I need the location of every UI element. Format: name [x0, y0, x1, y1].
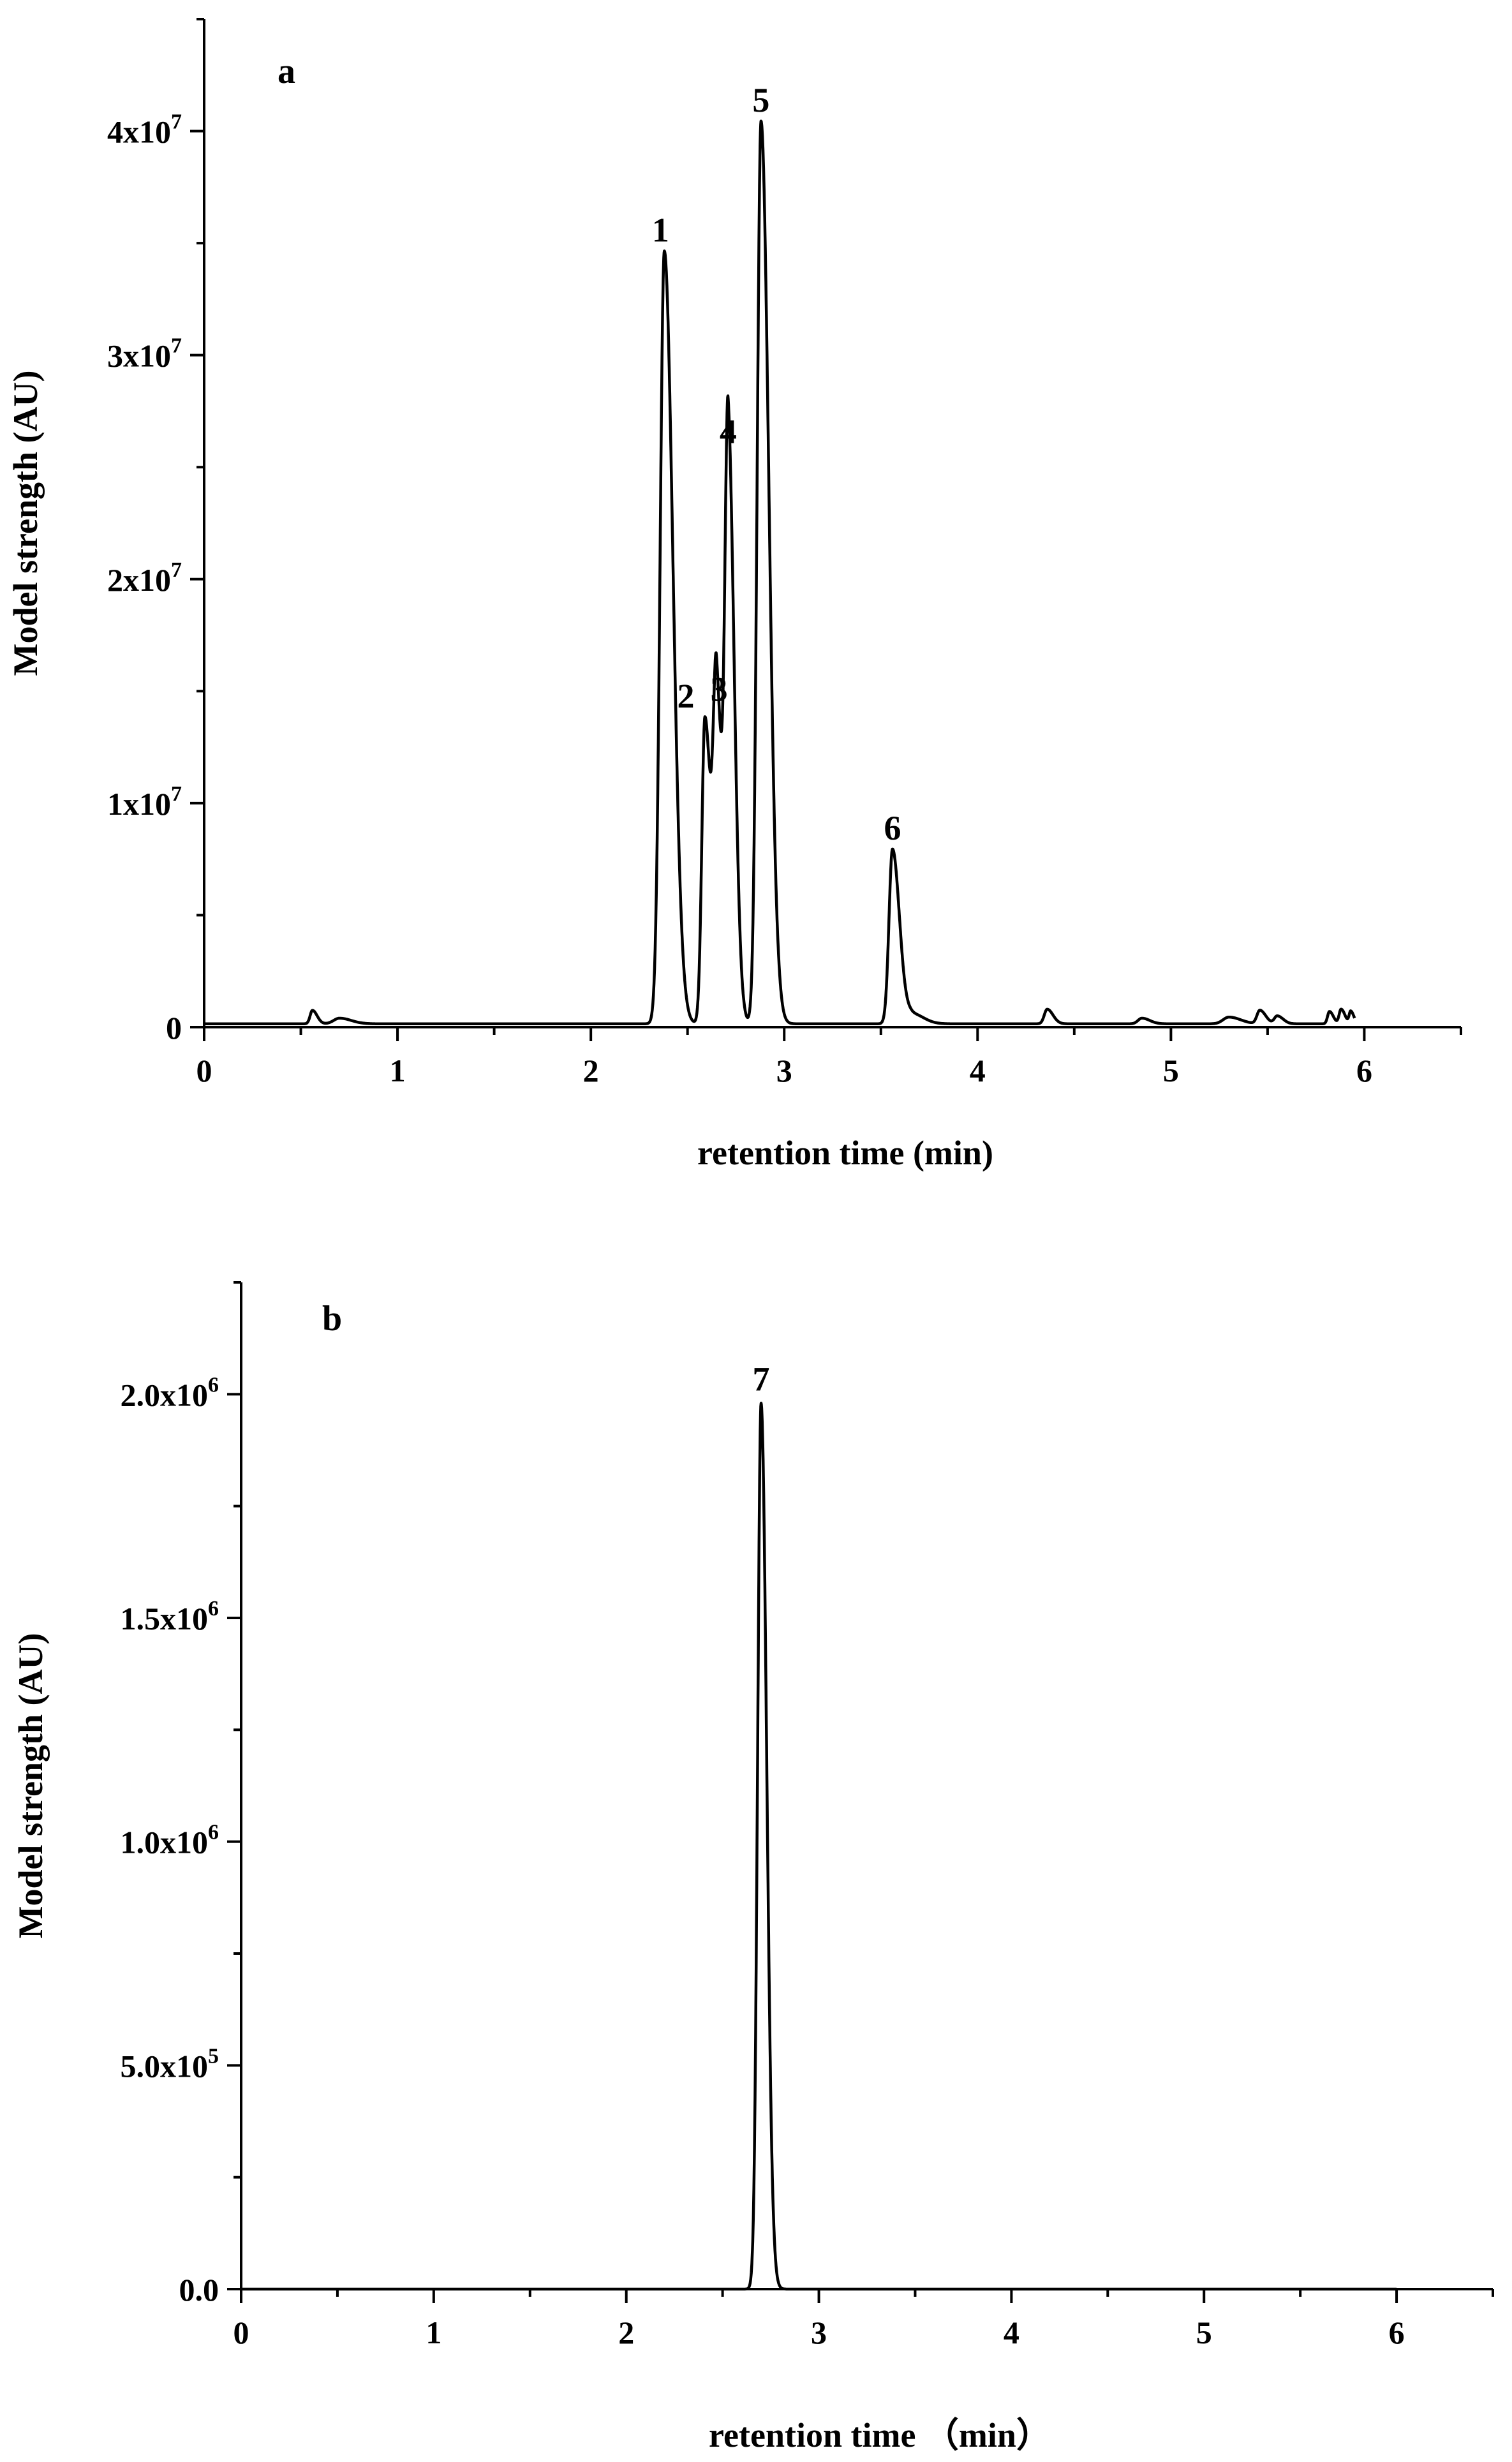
x-tick-label: 6: [1389, 2315, 1405, 2350]
x-axis-title: retention time （min）: [709, 2416, 1051, 2454]
x-tick-label: 1: [390, 1053, 406, 1088]
peak-label: 1: [652, 211, 669, 249]
y-axis-title: Model strength (AU): [6, 371, 45, 676]
chromatogram-trace: [240, 1402, 1398, 2291]
y-tick-label: 1x107: [107, 782, 182, 822]
peak-label: 6: [884, 809, 901, 847]
peak-label: 3: [711, 670, 728, 708]
y-axis-title: Model strength (AU): [11, 1633, 50, 1939]
x-axis-title: retention time (min): [697, 1134, 993, 1172]
y-tick-label: 2x107: [107, 558, 182, 598]
panel-letter: b: [322, 1299, 342, 1339]
y-tick-label: 2.0x106: [121, 1373, 219, 1413]
y-tick-label: 3x107: [107, 334, 182, 374]
x-tick-label: 1: [426, 2315, 441, 2350]
y-tick-label: 5.0x105: [121, 2044, 219, 2084]
peak-label: 2: [677, 677, 694, 715]
peak-label: 7: [752, 1360, 769, 1398]
x-tick-label: 3: [776, 1053, 792, 1088]
y-tick-label: 1.5x106: [121, 1597, 219, 1636]
peak-label: 4: [720, 413, 737, 451]
x-tick-label: 6: [1356, 1053, 1372, 1088]
peak-label: 5: [752, 81, 769, 119]
chromatogram-trace: [203, 119, 1356, 1025]
x-tick-label: 5: [1196, 2315, 1212, 2350]
x-tick-label: 4: [1004, 2315, 1019, 2350]
x-tick-label: 0: [233, 2315, 249, 2350]
y-tick-label: 4x107: [107, 110, 182, 150]
x-tick-label: 2: [618, 2315, 634, 2350]
chart-panel-b: 0 1 2 3 4 5 6 0.0 5.0x105 1.0x106 1.5x106 2.0x106 re…: [11, 1281, 1494, 2454]
panel-letter: a: [278, 52, 295, 91]
x-tick-label: 2: [583, 1053, 599, 1088]
x-tick-label: 5: [1163, 1053, 1179, 1088]
y-tick-label: 0: [166, 1010, 182, 1046]
y-tick-label: 0.0: [179, 2272, 219, 2308]
x-tick-label: 3: [811, 2315, 827, 2350]
y-tick-label: 1.0x106: [121, 1821, 219, 1860]
x-tick-label: 0: [196, 1053, 212, 1088]
x-tick-label: 4: [970, 1053, 986, 1088]
